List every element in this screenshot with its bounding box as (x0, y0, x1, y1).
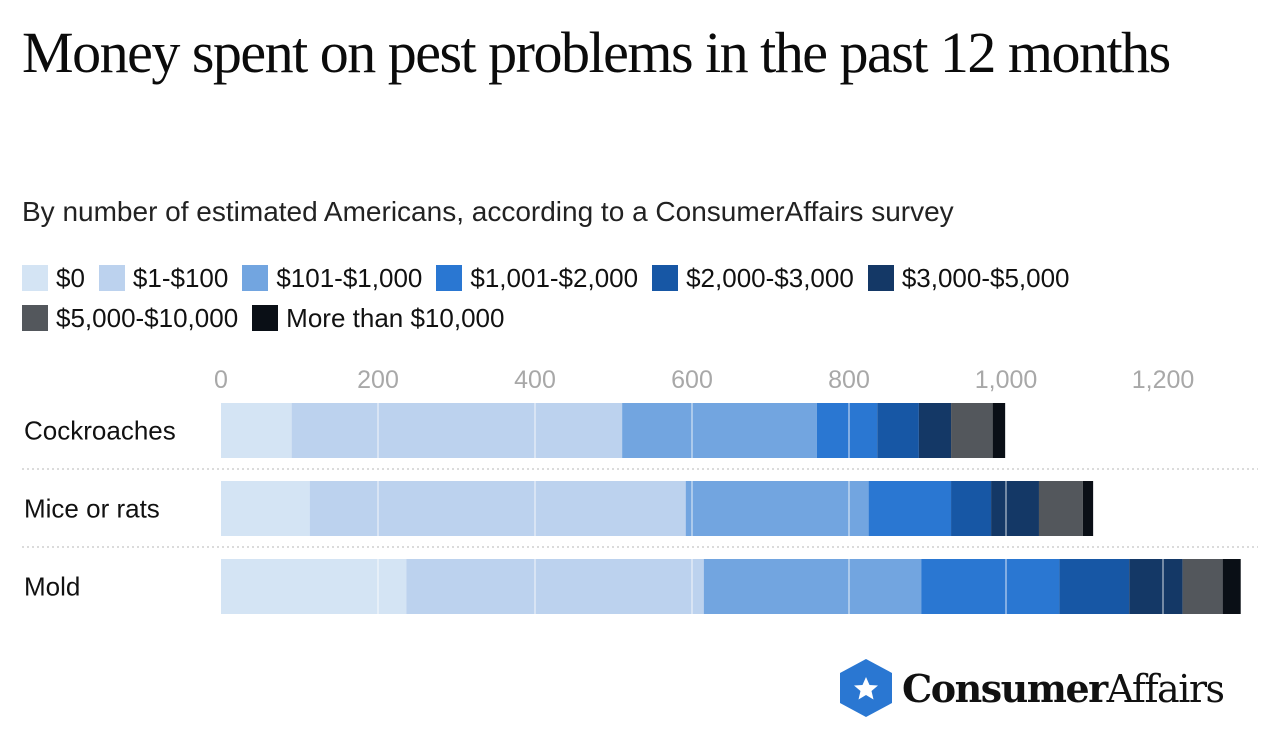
legend-item: $0 (22, 258, 85, 298)
legend-swatch (22, 305, 48, 331)
bar-segment (221, 481, 310, 536)
legend-swatch (98, 265, 125, 291)
x-tick-label: 400 (514, 366, 556, 394)
legend-item: $3,000-$5,000 (867, 258, 1070, 298)
bar-segment (951, 481, 992, 536)
bar-segment (406, 559, 704, 614)
bar-segment (816, 403, 878, 458)
legend-label: More than $10,000 (286, 303, 505, 333)
x-tick-label: 1,200 (1132, 366, 1195, 394)
legend: $0 $1-$100 $101-$1,000 $1,001-$2,000 $2,000-… (22, 258, 1262, 338)
legend-swatch (652, 265, 679, 291)
bar-segment (685, 481, 869, 536)
legend-item: $5,000-$10,000 (22, 298, 238, 338)
bar-segment (951, 403, 993, 458)
consumeraffairs-logo: ConsumerAffairs (838, 657, 1225, 719)
chart-subtitle: By number of estimated Americans, accord… (22, 196, 954, 227)
category-label: Mice or rats (24, 494, 160, 524)
legend-swatch (252, 305, 279, 331)
bar-segment (1129, 559, 1183, 614)
bar-segment (291, 403, 623, 458)
bar-segment (1059, 559, 1130, 614)
legend-label: $1,001-$2,000 (470, 263, 639, 293)
category-label: Cockroaches (24, 416, 176, 446)
x-tick-label: 600 (671, 366, 713, 394)
legend-item: More than $10,000 (252, 298, 504, 338)
category-label: Mold (24, 572, 80, 602)
legend-item: $1-$100 (98, 258, 229, 298)
bar-segment (1038, 481, 1083, 536)
bar-segment (992, 403, 1006, 458)
legend-item: $1,001-$2,000 (436, 258, 638, 298)
bar-segment (221, 403, 292, 458)
legend-label: $2,000-$3,000 (686, 263, 854, 293)
legend-label: $101-$1,000 (276, 263, 423, 293)
legend-item: $2,000-$3,000 (652, 258, 854, 298)
x-tick-label: 1,000 (975, 366, 1038, 394)
bar-segment (868, 481, 952, 536)
bar-segment (918, 403, 952, 458)
legend-label: $0 (56, 263, 85, 293)
legend-label: $3,000-$5,000 (901, 263, 1070, 293)
x-tick-label: 200 (357, 366, 399, 394)
legend-swatch (22, 265, 48, 291)
x-tick-label: 0 (214, 366, 228, 394)
legend-swatch (867, 265, 894, 291)
bar-segment (703, 559, 922, 614)
bar-segment (1082, 481, 1094, 536)
star-hexagon-icon (840, 659, 892, 717)
bar-segment (877, 403, 919, 458)
chart-title: Money spent on pest problems in the past… (22, 20, 1171, 85)
legend-label: $5,000-$10,000 (56, 303, 239, 333)
bar-segment (221, 559, 407, 614)
bar-segment (309, 481, 686, 536)
legend-swatch (436, 265, 463, 291)
logo-wordmark: ConsumerAffairs (902, 665, 1225, 711)
bar-segment (921, 559, 1060, 614)
bar-segment (622, 403, 817, 458)
legend-item: $101-$1,000 (242, 258, 422, 298)
bar-segment (1222, 559, 1241, 614)
legend-label: $1-$100 (132, 263, 229, 293)
bar-segment (1182, 559, 1223, 614)
x-tick-label: 800 (828, 366, 870, 394)
legend-swatch (242, 265, 269, 291)
bar-segment (991, 481, 1039, 536)
